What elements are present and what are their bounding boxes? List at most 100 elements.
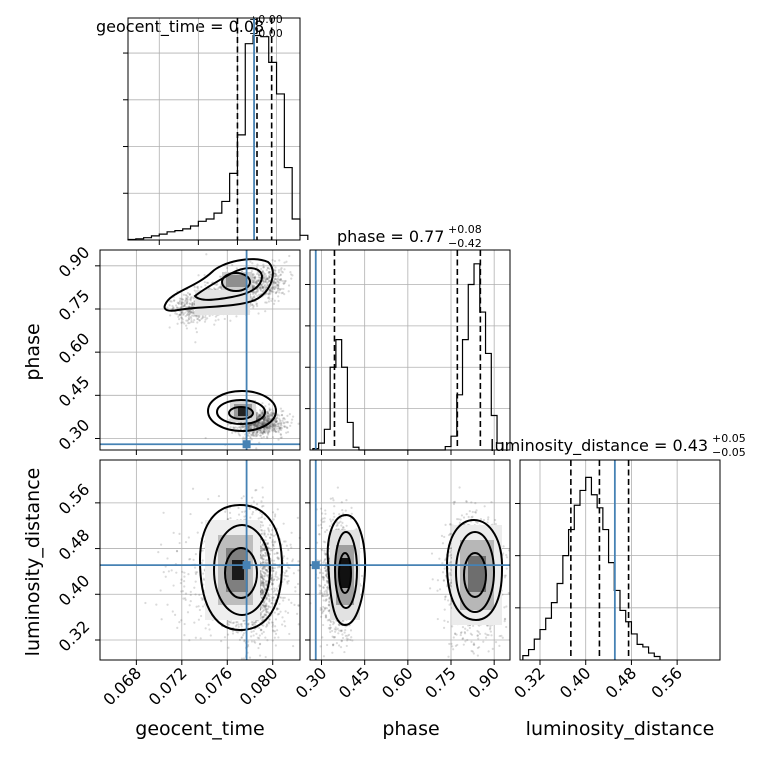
phase-geocent-sample-point xyxy=(169,314,172,317)
phase-geocent-sample-point xyxy=(261,283,264,286)
phase-geocent-sample-point xyxy=(260,420,263,423)
phase-geocent-sample-point xyxy=(169,300,172,303)
lumdist-geocent-sample-point xyxy=(273,636,276,639)
phase-geocent-sample-point xyxy=(217,287,220,290)
lumdist-geocent-sample-point xyxy=(262,615,265,619)
lumdist-geocent-sample-point xyxy=(273,589,277,592)
phase-geocent-sample-point xyxy=(258,274,261,277)
lumdist-geocent-sample-point xyxy=(184,540,188,544)
phase-geocent-sample-point xyxy=(256,304,259,308)
phase-geocent-sample-point xyxy=(289,424,292,427)
lumdist-geocent-sample-point xyxy=(251,511,255,514)
phase-geocent-sample-point xyxy=(265,427,269,430)
lumdist-geocent-sample-point xyxy=(270,588,273,591)
phase-geocent-sample-point xyxy=(252,430,256,433)
lumdist-geocent-sample-point xyxy=(260,521,264,524)
phase-geocent-sample-point xyxy=(260,267,263,271)
phase-geocent-sample-point xyxy=(195,331,198,334)
phase-geocent-sample-point xyxy=(255,431,258,434)
phase-geocent-sample-point xyxy=(280,414,284,417)
lumdist-geocent-sample-point xyxy=(256,636,259,639)
lumdist-geocent-truth-marker xyxy=(242,561,251,570)
lumdist-geocent-sample-point xyxy=(250,630,253,633)
phase-geocent-sample-point xyxy=(252,426,256,429)
lumdist-geocent-sample-point xyxy=(242,632,246,635)
lumdist-geocent-sample-point xyxy=(273,515,277,518)
phase-geocent-ytick-label: 0.45 xyxy=(55,372,94,411)
phase-geocent-sample-point xyxy=(253,423,256,426)
phase-geocent-sample-point xyxy=(259,421,262,425)
phase-geocent-sample-point xyxy=(286,421,289,424)
phase-geocent-sample-point xyxy=(256,433,259,436)
lumdist-geocent-sample-point xyxy=(271,566,274,569)
lumdist-geocent-sample-point xyxy=(279,610,282,613)
phase-geocent-sample-point xyxy=(272,412,275,415)
phase-geocent-sample-point xyxy=(257,424,260,427)
lumdist-geocent-ytick-label: 0.40 xyxy=(55,571,94,610)
lumdist-geocent-sample-point xyxy=(283,578,286,581)
lumdist-geocent-density-cell xyxy=(232,560,244,580)
lumdist-geocent-sample-point xyxy=(264,535,268,538)
lumdist-geocent-sample-point xyxy=(272,534,276,537)
phase-geocent-sample-point xyxy=(277,280,280,284)
phase-geocent-sample-point xyxy=(229,426,232,429)
phase-geocent-sample-point xyxy=(275,420,279,423)
phase-geocent-sample-point xyxy=(188,302,191,305)
phase-geocent-sample-point xyxy=(274,420,277,423)
phase-geocent-sample-point xyxy=(247,431,251,435)
lumdist-geocent-sample-point xyxy=(252,500,256,503)
phase-geocent-sample-point xyxy=(256,429,259,432)
phase-geocent-sample-point xyxy=(263,430,266,433)
phase-geocent-sample-point xyxy=(280,424,283,427)
lumdist-geocent-sample-point xyxy=(258,654,262,657)
phase-geocent-sample-point xyxy=(267,424,271,427)
phase-geocent-sample-point xyxy=(286,431,290,434)
phase-geocent-sample-point xyxy=(226,266,229,270)
geocent-time-title: geocent_time = 0.08 xyxy=(96,17,264,37)
phase-geocent-sample-point xyxy=(290,418,294,421)
lumdist-phase-sample-point xyxy=(333,505,336,508)
lumdist-phase-sample-point xyxy=(324,557,327,561)
lumdist-geocent-sample-point xyxy=(286,557,289,560)
lumdist-geocent-sample-point xyxy=(144,601,147,605)
phase-geocent-sample-point xyxy=(196,287,200,290)
phase-geocent-sample-point xyxy=(273,422,276,426)
phase-geocent-sample-point xyxy=(166,306,169,309)
phase-geocent-sample-point xyxy=(266,425,269,428)
phase-geocent-sample-point xyxy=(255,425,258,428)
lumdist-geocent-sample-point xyxy=(201,605,205,608)
lumdist-geocent-sample-point xyxy=(276,508,279,511)
lumdist-geocent-sample-point xyxy=(178,541,181,545)
phase-geocent-sample-point xyxy=(250,303,254,306)
phase-geocent-sample-point xyxy=(268,408,271,411)
phase-geocent-sample-point xyxy=(279,407,283,410)
lumdist-geocent-sample-point xyxy=(263,575,266,578)
lumdist-geocent-sample-point xyxy=(266,541,270,545)
phase-geocent-sample-point xyxy=(201,314,204,317)
lumdist-geocent-sample-point xyxy=(283,620,286,623)
lumdist-geocent-sample-point xyxy=(255,503,259,506)
lumdist-geocent-sample-point xyxy=(274,540,277,543)
phase-geocent-sample-point xyxy=(280,413,284,417)
phase-geocent-sample-point xyxy=(268,297,271,300)
phase-geocent-sample-point xyxy=(231,263,234,267)
lumdist-geocent-sample-point xyxy=(263,532,266,535)
phase-geocent-sample-point xyxy=(272,423,275,426)
phase-geocent-sample-point xyxy=(261,410,264,413)
phase-geocent-sample-point xyxy=(252,295,256,299)
lumdist-geocent-sample-point xyxy=(207,623,210,626)
phase-geocent-sample-point xyxy=(204,436,207,440)
phase-geocent-sample-point xyxy=(198,319,201,322)
phase-geocent-sample-point xyxy=(272,290,275,293)
phase-geocent-sample-point xyxy=(175,306,179,309)
plot-layer: 0.32 0.40 0.48 0.560.300.450.600.750.900.06… xyxy=(55,17,721,709)
phase-geocent-sample-point xyxy=(182,312,185,315)
lumdist-geocent-ytick-label: 0.56 xyxy=(55,480,94,519)
lumdist-geocent-sample-point xyxy=(194,580,197,583)
phase-geocent-sample-point xyxy=(261,423,264,426)
phase-geocent-sample-point xyxy=(266,420,269,423)
phase-geocent-sample-point xyxy=(262,265,265,269)
phase-geocent-sample-point xyxy=(200,317,203,321)
phase-geocent-sample-point xyxy=(262,288,265,292)
phase-geocent-sample-point xyxy=(272,423,275,426)
